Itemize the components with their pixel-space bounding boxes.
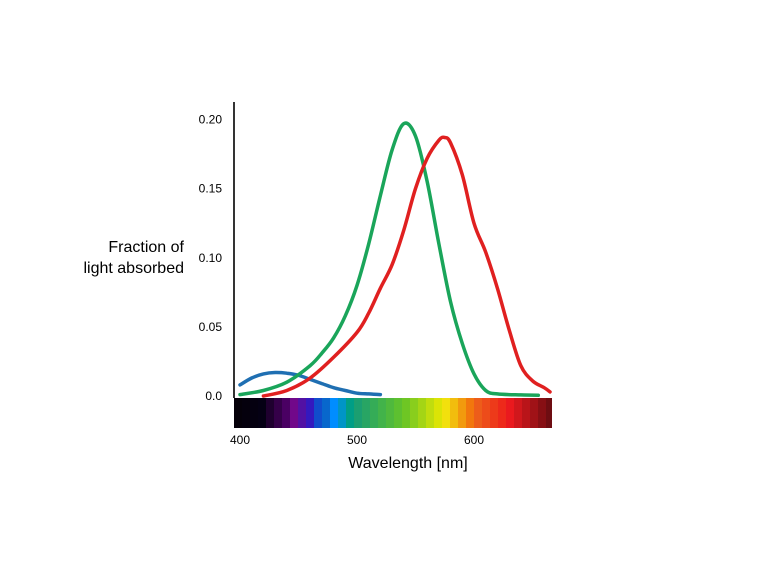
y-axis-label-line-1: Fraction of xyxy=(108,239,184,256)
x-axis-label: Wavelength [nm] xyxy=(348,455,468,472)
series-line-1 xyxy=(238,121,541,398)
spectrum-segment xyxy=(370,398,379,428)
x-tick-label: 600 xyxy=(464,433,484,447)
spectrum-segment xyxy=(482,398,491,428)
spectrum-segment xyxy=(322,398,331,428)
spectrum-segment xyxy=(290,398,299,428)
spectrum-segment xyxy=(362,398,371,428)
y-tick-label: 0.05 xyxy=(199,320,223,334)
spectrum-segment xyxy=(314,398,323,428)
spectrum-segment xyxy=(378,398,387,428)
spectrum-segment xyxy=(474,398,483,428)
spectrum-segment xyxy=(386,398,395,428)
y-tick-label: 0.10 xyxy=(199,251,223,265)
y-tick-label: 0.0 xyxy=(205,389,222,403)
spectrum-segment xyxy=(330,398,339,428)
y-axis-label-line-2: light absorbed xyxy=(83,260,184,277)
spectrum-segment xyxy=(266,398,275,428)
spectrum-segment xyxy=(258,398,267,428)
y-tick-label: 0.15 xyxy=(199,182,223,196)
x-tick-label: 500 xyxy=(347,433,367,447)
spectrum-segment xyxy=(282,398,291,428)
spectrum-segment xyxy=(546,398,552,428)
spectrum-segment xyxy=(338,398,347,428)
spectrum-segment xyxy=(458,398,467,428)
x-tick-label: 400 xyxy=(230,433,250,447)
spectrum-segment xyxy=(354,398,363,428)
spectrum-segment xyxy=(402,398,411,428)
spectrum-segment xyxy=(426,398,435,428)
spectrum-segment xyxy=(538,398,547,428)
series-line-2 xyxy=(261,135,552,398)
spectrum-segment xyxy=(394,398,403,428)
spectrum-segment xyxy=(498,398,507,428)
spectrum-segment xyxy=(298,398,307,428)
spectrum-segment xyxy=(466,398,475,428)
spectrum-segment xyxy=(506,398,515,428)
spectrum-segment xyxy=(410,398,419,428)
spectrum-color-bar xyxy=(234,398,552,428)
spectrum-segment xyxy=(514,398,523,428)
spectrum-segment xyxy=(522,398,531,428)
spectrum-segment xyxy=(450,398,459,428)
spectrum-segment xyxy=(418,398,427,428)
spectrum-segment xyxy=(530,398,539,428)
x-tick-labels: 400 500 600 xyxy=(230,433,484,447)
spectrum-segment xyxy=(442,398,451,428)
series-lines xyxy=(238,121,552,398)
spectrum-segment xyxy=(274,398,283,428)
spectrum-segment xyxy=(346,398,355,428)
spectrum-segment xyxy=(490,398,499,428)
spectrum-segment xyxy=(434,398,443,428)
spectrum-segment xyxy=(242,398,251,428)
spectrum-segment xyxy=(306,398,315,428)
y-tick-label: 0.20 xyxy=(199,113,223,127)
y-axis-label: Fraction of light absorbed xyxy=(60,237,184,279)
spectrum-segment xyxy=(234,398,243,428)
spectrum-segment xyxy=(250,398,259,428)
y-tick-labels: 0.0 0.05 0.10 0.15 0.20 xyxy=(199,113,223,404)
